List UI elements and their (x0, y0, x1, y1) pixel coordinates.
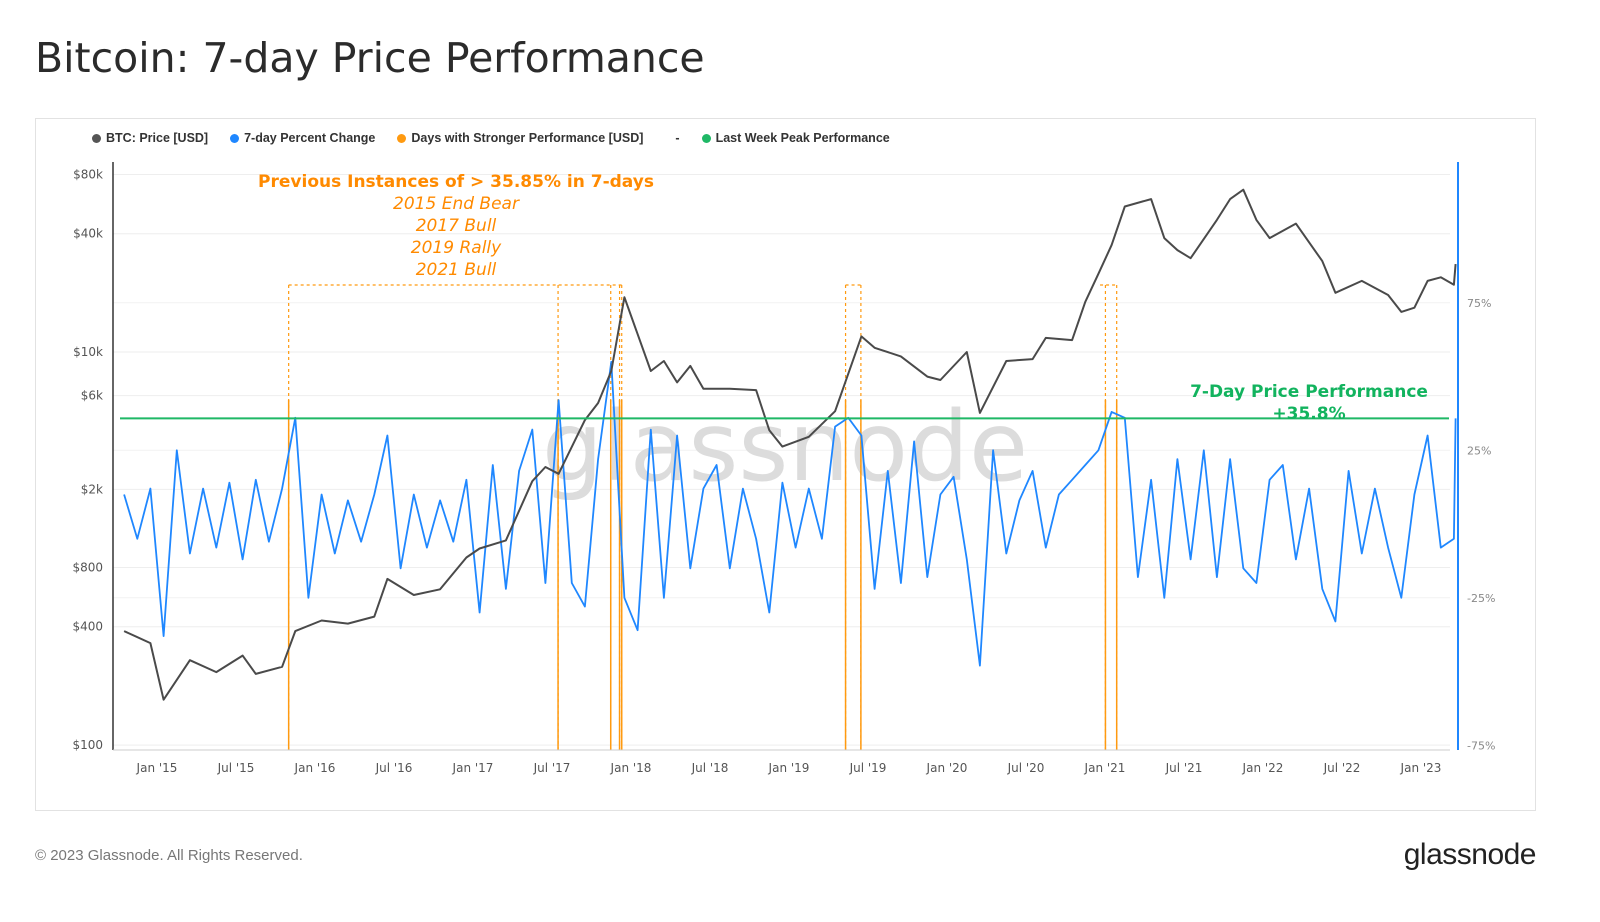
legend-label: 7-day Percent Change (244, 131, 376, 145)
left-tick-label: $10k (73, 345, 103, 359)
left-tick-label: $80k (73, 168, 103, 182)
annotation-instance: 2015 End Bear (393, 194, 520, 214)
copyright: © 2023 Glassnode. All Rights Reserved. (35, 847, 303, 864)
price-line (123, 188, 1457, 701)
legend-item-dash: - (675, 131, 679, 145)
x-tick-label: Jan '21 (1084, 761, 1126, 775)
legend-dot-icon (701, 133, 711, 143)
legend-item-peak[interactable]: Last Week Peak Performance (701, 131, 890, 145)
right-tick-label: 25% (1467, 444, 1491, 457)
legend-dot-icon (230, 133, 240, 143)
annotation-instance: 2021 Bull (416, 260, 497, 280)
annotation-heading: Previous Instances of > 35.85% in 7-days (258, 172, 654, 192)
chart-card (35, 118, 1536, 811)
left-tick-label: $40k (73, 227, 103, 241)
percent-change-line (123, 360, 1457, 667)
left-tick-label: $6k (81, 389, 103, 403)
left-tick-label: $100 (72, 738, 103, 752)
percent-change-series (123, 360, 1457, 667)
legend-item-stronger-days[interactable]: Days with Stronger Performance [USD] (397, 131, 643, 145)
annotation-instance: 2019 Rally (411, 238, 502, 258)
x-tick-label: Jul '15 (217, 761, 255, 775)
axes: $100 $400 $800 $2k $6k $10k $40k $80k -75% -25% 25… (72, 162, 1495, 775)
legend-label: Days with Stronger Performance [USD] (411, 131, 644, 145)
x-tick-label: Jan '20 (926, 761, 968, 775)
legend-dot-icon (92, 133, 101, 143)
x-tick-label: Jan '23 (1400, 761, 1442, 775)
left-tick-label: $800 (72, 561, 103, 575)
x-tick-label: Jan '19 (768, 761, 810, 775)
left-tick-label: $2k (81, 482, 103, 496)
legend-dot-icon (397, 133, 407, 143)
peak-label: 7-Day Price Performance (1190, 382, 1428, 402)
legend-label: - (675, 131, 680, 145)
x-tick-label: Jul '18 (691, 761, 729, 775)
legend: BTC: Price [USD] 7-day Percent Change Da… (92, 131, 890, 145)
x-tick-label: Jul '17 (533, 761, 571, 775)
x-tick-label: Jan '17 (452, 761, 494, 775)
stronger-days-bars (287, 284, 1118, 750)
right-tick-label: 75% (1467, 297, 1491, 310)
x-tick-label: Jan '22 (1242, 761, 1284, 775)
left-tick-label: $400 (72, 620, 103, 634)
right-tick-label: -75% (1467, 739, 1495, 752)
x-tick-label: Jul '21 (1165, 761, 1203, 775)
x-tick-label: Jan '15 (136, 761, 178, 775)
legend-label: BTC: Price [USD] (106, 131, 209, 145)
x-tick-label: Jan '16 (294, 761, 336, 775)
x-tick-label: Jul '20 (1007, 761, 1045, 775)
annotation-instance: 2017 Bull (416, 216, 497, 236)
x-tick-label: Jul '19 (849, 761, 887, 775)
peak-value: +35.8% (1272, 404, 1345, 424)
right-tick-label: -25% (1467, 592, 1495, 605)
legend-label: Last Week Peak Performance (715, 131, 890, 145)
legend-item-price[interactable]: BTC: Price [USD] (92, 131, 208, 145)
price-series (123, 188, 1457, 701)
legend-item-change[interactable]: 7-day Percent Change (230, 131, 375, 145)
brand-logo: glassnode (1403, 838, 1537, 871)
x-tick-label: Jul '16 (375, 761, 413, 775)
x-tick-label: Jul '22 (1323, 761, 1361, 775)
page-title: Bitcoin: 7-day Price Performance (35, 34, 705, 82)
x-tick-label: Jan '18 (610, 761, 652, 775)
